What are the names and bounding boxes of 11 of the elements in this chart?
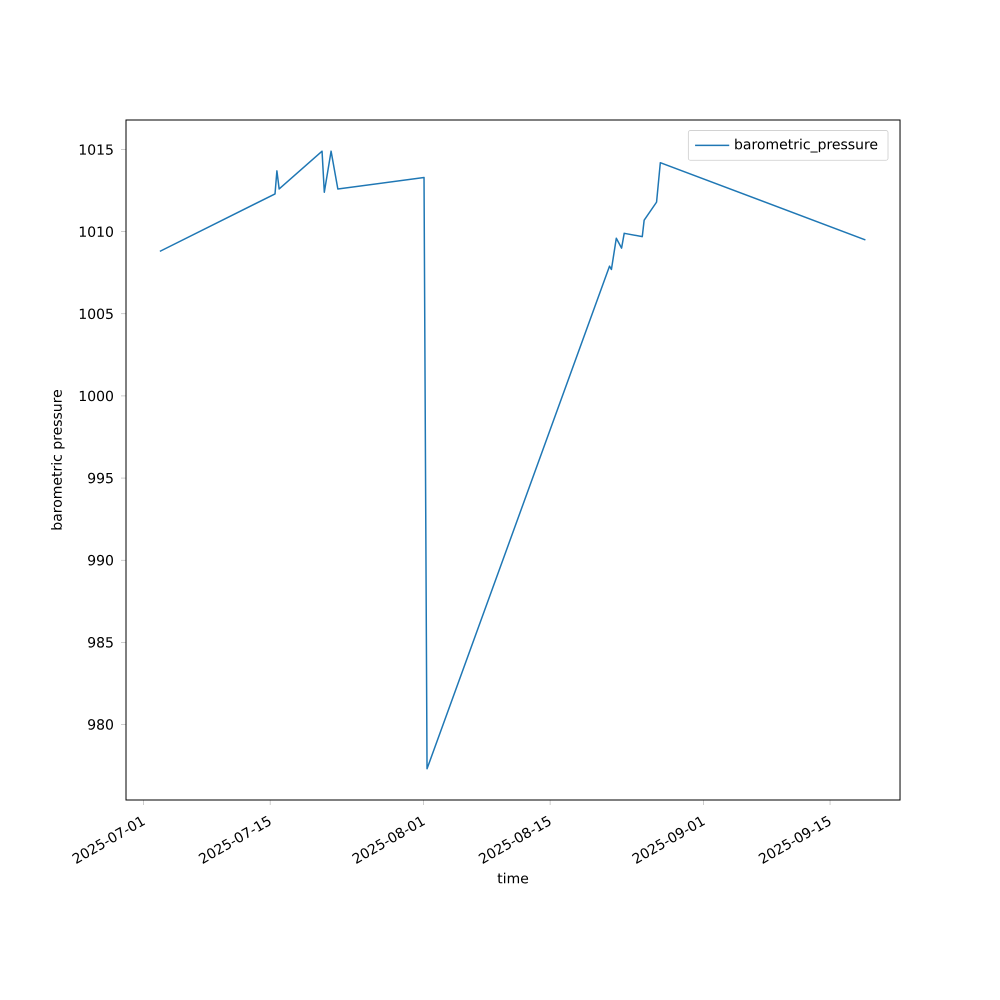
y-tick-label: 980 <box>88 719 113 730</box>
y-tick-label: 1010 <box>80 226 113 237</box>
legend-label: barometric_pressure <box>735 138 878 153</box>
x-axis-title: time <box>498 872 528 884</box>
y-tick-label: 1005 <box>80 308 113 320</box>
y-axis-title: barometric pressure <box>51 390 65 530</box>
y-tick-label: 1000 <box>80 390 113 402</box>
y-tick-label: 1015 <box>80 144 113 155</box>
y-tick-label: 990 <box>88 554 113 566</box>
y-tick-label: 985 <box>88 637 113 648</box>
y-tick-label: 995 <box>88 472 113 484</box>
